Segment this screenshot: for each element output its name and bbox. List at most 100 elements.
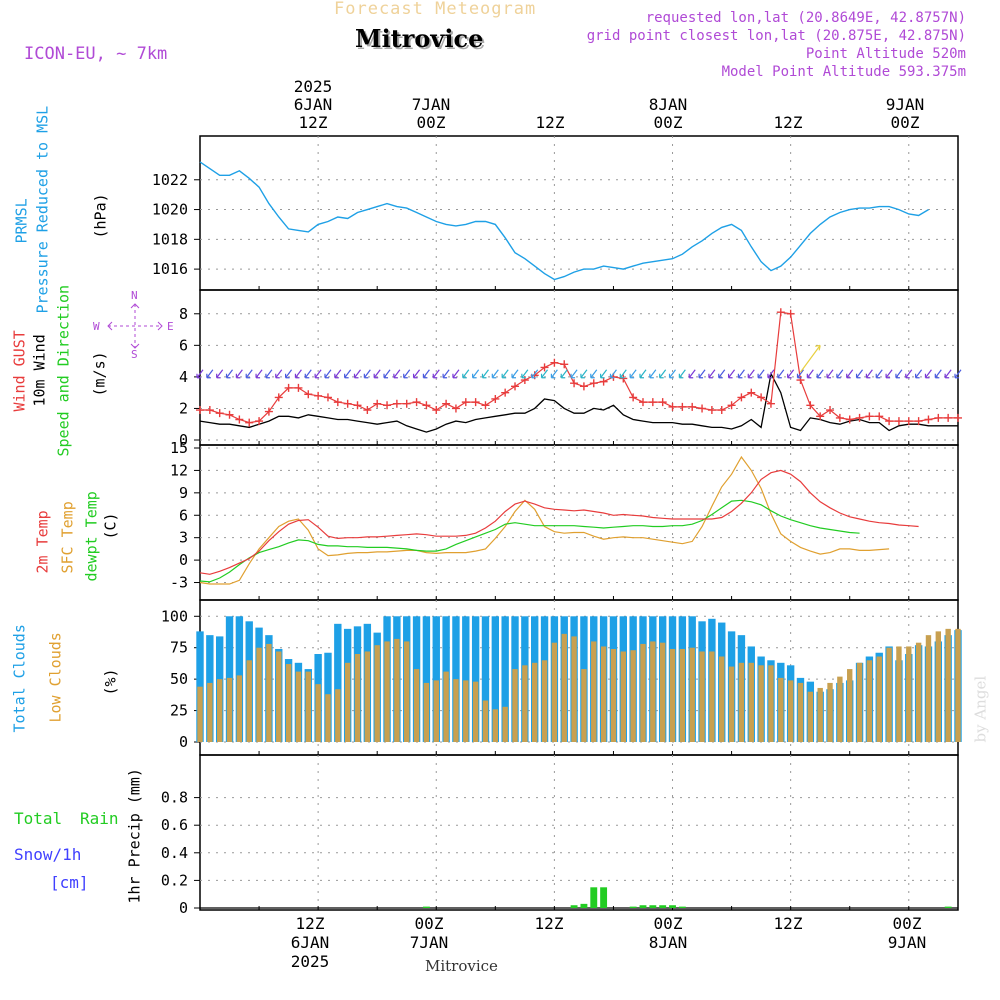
requested-coords: requested lon,lat (20.8649E, 42.8757N): [645, 10, 966, 26]
gust-point: [589, 379, 598, 388]
wind-ytick-label: 6: [179, 336, 188, 354]
low-cloud-bar: [404, 641, 410, 742]
wind-arrow: [915, 369, 923, 379]
wind-arrow: [688, 369, 696, 379]
top-date-9jan: 9JAN: [885, 95, 925, 114]
bottom-hour-12z-c: 12Z: [773, 914, 803, 933]
low-cloud-bar: [325, 694, 331, 742]
low-cloud-bar: [295, 671, 302, 742]
compass-n: N: [131, 289, 138, 302]
wind-arrow: [403, 369, 411, 379]
top-date-7jan: 7JAN: [411, 95, 451, 114]
wind-ytick-label: 8: [179, 305, 188, 323]
pressure-panel: 1016 1018 1020 1022: [152, 135, 959, 291]
clouds-ytick-label: 75: [170, 639, 188, 657]
gust-point: [865, 412, 874, 421]
total-cloud-bar: [334, 623, 342, 742]
faded-title: Forecast Meteogram: [334, 0, 537, 19]
bottom-hour-00z-a: 00Z: [414, 914, 444, 933]
precipitation-ytick-label: 0.2: [161, 871, 188, 889]
bottom-hour-00z-c: 00Z: [892, 914, 922, 933]
gust-point: [481, 401, 490, 410]
gust-point: [501, 388, 510, 397]
low-cloud-bar: [807, 691, 814, 742]
wind-arrow: [255, 369, 263, 379]
gust-point: [442, 399, 451, 408]
rain-bar: [649, 905, 657, 908]
low-cloud-bar: [906, 646, 912, 742]
low-cloud-bar: [797, 682, 804, 742]
wind-direction-arrows: [196, 344, 962, 379]
wind-arrow: [412, 369, 421, 379]
total-rain-total: Total: [14, 809, 63, 828]
wind-arrow: [865, 369, 873, 379]
gust-point: [392, 399, 401, 408]
temperature-ytick-label: 12: [170, 461, 188, 479]
low-cloud-bar: [551, 642, 558, 742]
gust-point: [323, 393, 332, 402]
precipitation-ytick-label: 0.8: [161, 789, 188, 807]
wind-arrow: [777, 369, 785, 379]
model-altitude: Model Point Altitude 593.375m: [721, 64, 966, 80]
wind-arrow: [718, 369, 726, 379]
compass-e: E: [167, 320, 174, 333]
t2m-line: [199, 469, 919, 575]
low-cloud-bar: [305, 671, 311, 742]
low-cloud-bar: [630, 650, 636, 742]
gust-point: [451, 404, 460, 413]
temperature-ytick-label: -3: [170, 574, 188, 592]
gust-point: [314, 391, 323, 400]
low-cloud-bar: [620, 651, 626, 742]
low-cloud-bar: [659, 642, 666, 742]
gust-point: [688, 402, 697, 411]
snow-label: Snow/1h: [14, 845, 82, 864]
wind-arrow: [698, 369, 706, 379]
wind-arrow: [609, 369, 617, 379]
wind-arrow: [747, 369, 755, 379]
gust-point: [786, 309, 795, 318]
precip-bars: [200, 887, 958, 909]
wind-arrow: [373, 369, 381, 379]
gust-line: [200, 311, 958, 424]
gust-point: [727, 401, 736, 410]
gust-point: [343, 399, 352, 408]
rain-bar: [580, 903, 588, 908]
bottom-date-8jan: 8JAN: [648, 933, 688, 952]
temperature-ytick-label: 0: [179, 551, 188, 569]
low-cloud-bar: [876, 656, 882, 742]
low-cloud-bar: [315, 684, 321, 742]
top-hour-12z-c: 12Z: [773, 113, 803, 132]
low-cloud-bar: [709, 651, 715, 742]
low-cloud-bar: [512, 669, 518, 742]
wind-arrow: [934, 369, 942, 379]
gust-point: [274, 393, 283, 402]
low-cloud-bar: [837, 676, 843, 742]
gust-point: [461, 398, 470, 407]
low-cloud-bar: [256, 647, 262, 742]
wind-arrow: [619, 369, 627, 379]
wind-arrow: [895, 369, 903, 379]
wind-arrow: [511, 369, 519, 379]
gust-point: [353, 401, 362, 410]
wind-arrow: [472, 369, 480, 379]
wind-arrow: [334, 369, 342, 379]
gust-point: [629, 393, 638, 402]
wind-arrow: [481, 369, 489, 379]
wind-arrow: [885, 369, 893, 379]
wind-panel: 0 2 4 6 8: [179, 289, 959, 449]
gust-point: [826, 406, 835, 415]
bottom-date-9jan: 9JAN: [887, 933, 927, 952]
clouds-ytick-label: 25: [170, 702, 188, 720]
wind-arrow: [540, 369, 549, 379]
wind-arrow: [678, 369, 686, 379]
low-cloud-bar: [778, 677, 784, 742]
wind-arrow: [905, 369, 913, 379]
low-cloud-bar: [600, 646, 607, 742]
gust-point: [264, 407, 273, 416]
wind-arrow: [924, 369, 932, 379]
pressure-line: [199, 161, 929, 281]
low-cloud-bar: [374, 645, 380, 742]
bottom-year: 2025: [290, 952, 330, 971]
low-cloud-bar: [738, 662, 745, 742]
